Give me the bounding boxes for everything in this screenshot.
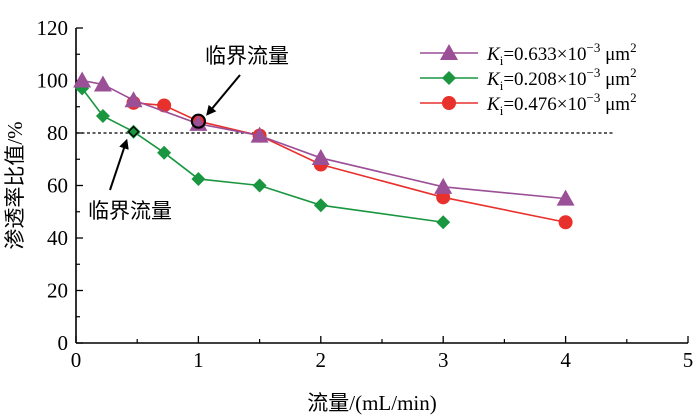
- triangle-marker: [434, 177, 453, 194]
- critical-point-highlight: [190, 113, 206, 129]
- legend-subscript: i: [500, 103, 504, 118]
- diamond-marker: [126, 124, 141, 139]
- triangle-marker: [124, 91, 143, 108]
- annotation-arrow: [206, 74, 241, 116]
- legend-exponent: −3: [587, 40, 601, 55]
- circle-marker: [558, 215, 573, 230]
- legend-k: K: [486, 69, 501, 90]
- x-tick-label: 1: [193, 348, 204, 372]
- y-tick-label: 100: [37, 69, 69, 93]
- y-axis-title: 渗透率比值/%: [3, 121, 27, 249]
- x-axis-title: 流量/(mL/min): [307, 391, 437, 415]
- legend-unit: μm: [600, 44, 630, 65]
- x-tick-label: 5: [683, 348, 694, 372]
- legend-label: Ki=0.633×10−3 μm2: [486, 40, 637, 68]
- triangle-marker: [311, 148, 330, 165]
- y-tick-label: 0: [58, 331, 69, 355]
- annotation-arrow: [109, 138, 129, 191]
- annotation-label: 临界流量: [205, 44, 289, 68]
- triangle-marker: [556, 189, 575, 206]
- y-tick-label: 20: [47, 279, 68, 303]
- legend-subscript: i: [500, 53, 504, 68]
- diamond-marker: [436, 215, 451, 230]
- legend-entry-2: Ki=0.208×10−3 μm2: [420, 65, 637, 93]
- circle-marker: [157, 98, 172, 113]
- series-group: [73, 71, 575, 230]
- legend-coefficient: =0.208×10: [503, 69, 586, 90]
- legend-unit-exponent: 2: [630, 65, 637, 80]
- axes: 0 1 2 3 4 5 0 20 40 60 80 100 120 流量/(mL/min) 渗透率比值/%: [3, 16, 693, 415]
- x-tick-label: 0: [71, 348, 82, 372]
- diamond-marker: [191, 171, 206, 186]
- diamond-marker: [157, 145, 172, 160]
- legend-coefficient: =0.633×10: [503, 44, 586, 65]
- legend-entry-1: Ki=0.633×10−3 μm2: [420, 40, 637, 68]
- x-tick-label: 3: [438, 348, 449, 372]
- legend-unit: μm: [600, 94, 630, 115]
- legend-exponent: −3: [587, 90, 601, 105]
- series-line: [81, 87, 444, 224]
- x-tick-label: 4: [560, 348, 571, 372]
- y-tick-label: 40: [47, 226, 68, 250]
- legend-label: Ki=0.208×10−3 μm2: [486, 65, 637, 93]
- triangle-marker: [73, 71, 92, 88]
- legend-unit: μm: [600, 69, 630, 90]
- legend-unit-exponent: 2: [630, 40, 637, 55]
- triangle-marker: [250, 126, 269, 143]
- legend-unit-exponent: 2: [630, 90, 637, 105]
- diamond-marker: [252, 178, 267, 193]
- legend-label: Ki=0.476×10−3 μm2: [486, 90, 637, 118]
- legend-coefficient: =0.476×10: [503, 94, 586, 115]
- legend-subscript: i: [500, 78, 504, 93]
- y-tick-label: 80: [47, 121, 68, 145]
- diamond-marker: [313, 198, 328, 213]
- y-tick-label: 60: [47, 174, 68, 198]
- triangle-marker: [440, 44, 458, 60]
- legend-k: K: [486, 44, 501, 65]
- critical-point-highlight: [127, 125, 140, 138]
- circle-marker: [442, 96, 456, 110]
- annotation-label: 临界流量: [88, 199, 172, 223]
- x-tick-label: 2: [316, 348, 327, 372]
- series-2: [75, 81, 451, 230]
- diamond-marker: [442, 71, 456, 85]
- diamond-marker: [95, 108, 110, 123]
- legend-entry-3: Ki=0.476×10−3 μm2: [420, 90, 637, 118]
- triangle-marker: [93, 75, 112, 92]
- legend-k: K: [486, 94, 501, 115]
- legend-exponent: −3: [587, 65, 601, 80]
- y-tick-label: 120: [37, 16, 69, 40]
